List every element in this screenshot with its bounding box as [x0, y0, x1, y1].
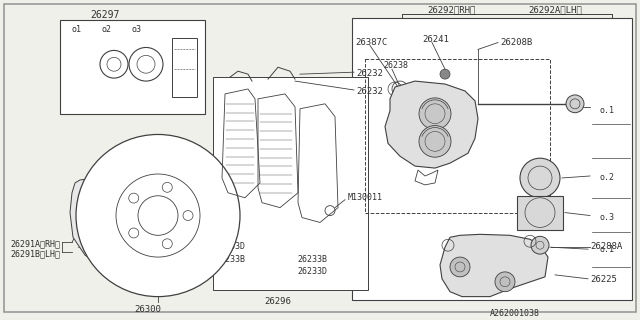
Circle shape [495, 272, 515, 292]
Bar [517, 196, 563, 230]
Circle shape [419, 98, 451, 130]
Bar [365, 59, 550, 212]
Polygon shape [385, 81, 478, 168]
Circle shape [440, 69, 450, 79]
Text: 26291B〈LH〉: 26291B〈LH〉 [10, 249, 60, 258]
Polygon shape [70, 178, 122, 265]
Text: o.1: o.1 [600, 245, 615, 254]
Text: 26288A: 26288A [590, 242, 622, 251]
Bar [172, 37, 197, 97]
Text: 26233D: 26233D [297, 267, 327, 276]
Circle shape [566, 95, 584, 113]
Text: o.1: o.1 [600, 106, 615, 115]
Text: 26238: 26238 [383, 61, 408, 70]
Text: 26297: 26297 [90, 10, 120, 20]
Text: 26300: 26300 [134, 305, 161, 314]
Text: 26387C: 26387C [355, 37, 387, 47]
Circle shape [531, 236, 549, 254]
Circle shape [450, 257, 470, 277]
Text: 26233B: 26233B [215, 255, 245, 264]
Polygon shape [440, 234, 548, 297]
Text: M130011: M130011 [348, 193, 383, 202]
Text: o3: o3 [132, 25, 142, 34]
Text: 26241: 26241 [422, 35, 449, 44]
Text: o.3: o.3 [600, 212, 615, 221]
Text: 26292A〈LH〉: 26292A〈LH〉 [528, 5, 582, 14]
Text: 26225: 26225 [590, 275, 617, 284]
Circle shape [76, 134, 240, 297]
Text: 26291A〈RH〉: 26291A〈RH〉 [10, 239, 60, 248]
Text: 26233D: 26233D [215, 242, 245, 251]
Text: 26232: 26232 [356, 87, 383, 96]
Text: o1: o1 [72, 25, 82, 34]
Bar [352, 18, 632, 300]
Text: M000162: M000162 [172, 153, 210, 162]
Text: 26232: 26232 [356, 69, 383, 78]
Circle shape [520, 158, 560, 198]
Text: 26292〈RH〉: 26292〈RH〉 [428, 5, 476, 14]
Text: 26208B: 26208B [500, 37, 532, 47]
Bar [60, 20, 205, 114]
Text: A262001038: A262001038 [490, 309, 540, 318]
Text: o2: o2 [102, 25, 112, 34]
Bar [213, 77, 368, 290]
Circle shape [419, 125, 451, 157]
Text: 26233B: 26233B [297, 255, 327, 264]
Text: 26296: 26296 [264, 297, 291, 306]
Text: o.2: o.2 [600, 173, 615, 182]
